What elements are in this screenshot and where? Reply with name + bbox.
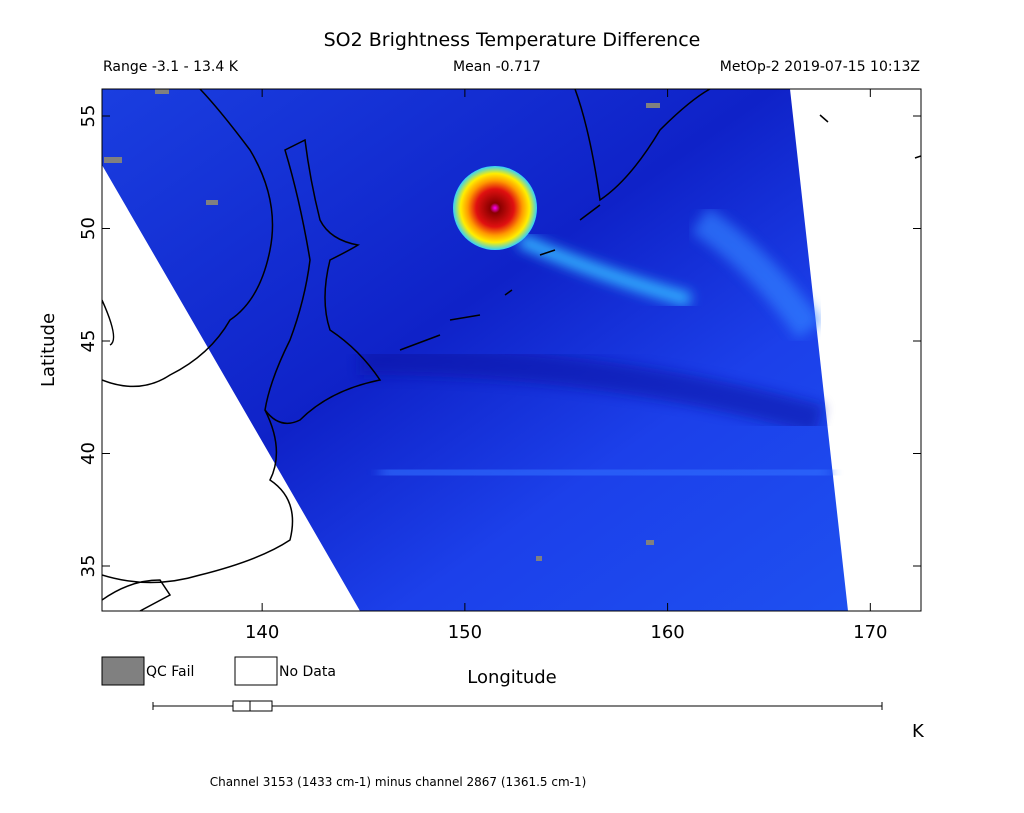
y-tick-label: 55 bbox=[78, 105, 99, 128]
no-data-swatch bbox=[234, 656, 278, 686]
y-tick-label: 35 bbox=[78, 555, 99, 578]
qc-fail-swatch bbox=[101, 656, 145, 686]
map-image bbox=[102, 89, 921, 611]
mean-info: Mean -0.717 bbox=[453, 59, 541, 75]
y-tick-label: 45 bbox=[78, 330, 99, 353]
axes: 140 150 160 170 35 40 45 50 55 bbox=[78, 89, 921, 643]
qc-fail-label: QC Fail bbox=[146, 664, 194, 680]
x-tick-label: 150 bbox=[448, 622, 482, 643]
x-tick-label: 160 bbox=[650, 622, 684, 643]
y-tick-label: 50 bbox=[78, 217, 99, 240]
y-tick-label: 40 bbox=[78, 442, 99, 465]
y-axis-label: Latitude bbox=[38, 313, 59, 387]
plot-frame bbox=[101, 88, 922, 612]
x-tick-label: 170 bbox=[853, 622, 887, 643]
x-axis-label: Longitude bbox=[467, 667, 557, 688]
caption: Channel 3153 (1433 cm-1) minus channel 2… bbox=[210, 775, 587, 789]
title: SO2 Brightness Temperature Difference bbox=[324, 29, 701, 51]
range-info: Range -3.1 - 13.4 K bbox=[103, 59, 239, 75]
x-tick-label: 140 bbox=[245, 622, 279, 643]
satellite-info: MetOp-2 2019-07-15 10:13Z bbox=[720, 59, 920, 75]
no-data-label: No Data bbox=[279, 664, 336, 680]
colorbar-unit: K bbox=[912, 721, 925, 742]
distribution-boxplot bbox=[152, 700, 883, 712]
